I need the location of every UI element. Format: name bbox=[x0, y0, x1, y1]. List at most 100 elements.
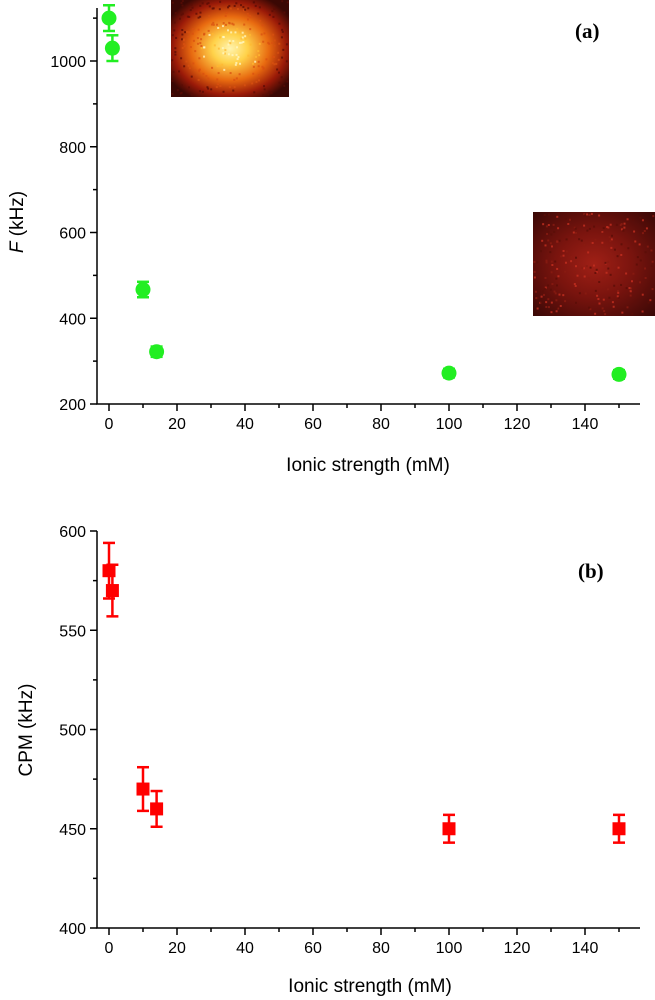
panel-b: 0 20 40 60 80 100 120 140 400 450 500 550 600 Ionic… bbox=[16, 524, 640, 997]
speckle bbox=[249, 43, 252, 46]
speckle bbox=[207, 2, 210, 5]
speckle bbox=[222, 22, 225, 25]
speckle bbox=[537, 296, 540, 299]
speckle bbox=[176, 89, 179, 92]
speckle bbox=[602, 227, 605, 230]
speckle bbox=[557, 275, 560, 278]
speckle bbox=[189, 46, 192, 49]
speckle bbox=[588, 306, 591, 309]
speckle bbox=[251, 82, 254, 85]
speckle bbox=[620, 223, 623, 226]
speckle bbox=[560, 255, 563, 258]
speckle bbox=[235, 2, 238, 5]
speckle bbox=[610, 234, 613, 237]
speckle bbox=[227, 29, 230, 32]
panel-b-x-tick-label: 100 bbox=[436, 940, 463, 957]
speckle bbox=[268, 13, 271, 16]
speckle bbox=[206, 2, 209, 5]
speckle bbox=[588, 214, 591, 217]
speckle bbox=[278, 22, 281, 25]
speckle bbox=[247, 7, 250, 10]
speckle bbox=[545, 259, 548, 262]
panel-a-x-tick-label: 100 bbox=[436, 416, 463, 433]
speckle bbox=[554, 260, 557, 263]
speckle bbox=[182, 43, 185, 46]
speckle bbox=[644, 251, 647, 254]
speckle bbox=[542, 223, 545, 226]
speckle bbox=[190, 3, 193, 6]
speckle bbox=[208, 15, 211, 18]
speckle bbox=[243, 23, 246, 26]
speckle bbox=[536, 261, 539, 264]
speckle bbox=[202, 46, 205, 49]
speckle bbox=[586, 213, 589, 216]
speckle bbox=[604, 313, 607, 316]
speckle bbox=[574, 227, 577, 230]
speckle bbox=[268, 42, 271, 45]
speckle bbox=[632, 272, 635, 275]
speckle bbox=[286, 1, 289, 4]
speckle bbox=[211, 32, 214, 35]
speckle bbox=[203, 55, 206, 58]
panel-a-x-tick-label: 40 bbox=[236, 416, 254, 433]
speckle bbox=[594, 312, 597, 315]
speckle bbox=[650, 249, 653, 252]
speckle bbox=[212, 7, 215, 10]
speckle bbox=[621, 311, 624, 314]
speckle bbox=[240, 37, 243, 40]
speckle bbox=[172, 70, 175, 73]
speckle bbox=[239, 62, 242, 65]
panel-a-x-axis-title: Ionic strength (mM) bbox=[286, 455, 450, 476]
speckle bbox=[583, 275, 586, 278]
speckle bbox=[595, 268, 598, 271]
speckle bbox=[639, 216, 642, 219]
marker-square bbox=[150, 802, 164, 816]
marker-square bbox=[612, 822, 626, 836]
speckle bbox=[570, 255, 573, 258]
speckle bbox=[222, 90, 225, 93]
panel-b-y-tick-label: 550 bbox=[59, 623, 86, 640]
speckle bbox=[202, 72, 205, 75]
speckle bbox=[228, 4, 231, 7]
speckle bbox=[626, 306, 629, 309]
speckle bbox=[225, 11, 228, 14]
speckle bbox=[555, 284, 558, 287]
speckle bbox=[221, 63, 224, 66]
speckle bbox=[632, 218, 635, 221]
data-point bbox=[612, 813, 626, 844]
speckle bbox=[644, 267, 647, 270]
speckle bbox=[174, 53, 177, 56]
speckle bbox=[273, 39, 276, 42]
speckle bbox=[597, 298, 600, 301]
speckle bbox=[268, 90, 271, 93]
speckle bbox=[630, 280, 633, 283]
speckle bbox=[212, 21, 215, 24]
speckle bbox=[625, 272, 628, 275]
panel-b-x-axis-title: Ionic strength (mM) bbox=[288, 976, 452, 997]
speckle bbox=[591, 241, 594, 244]
speckle bbox=[547, 213, 550, 216]
speckle bbox=[270, 91, 273, 94]
speckle bbox=[238, 73, 241, 76]
speckle bbox=[646, 245, 649, 248]
speckle bbox=[285, 60, 288, 63]
speckle bbox=[201, 2, 204, 5]
data-point bbox=[441, 365, 457, 381]
speckle bbox=[546, 232, 549, 235]
speckle bbox=[252, 1, 255, 4]
panel-b-y-axis-title: CPM (kHz) bbox=[16, 684, 37, 777]
speckle bbox=[278, 81, 281, 84]
speckle bbox=[221, 25, 224, 28]
speckle bbox=[575, 301, 578, 304]
speckle bbox=[613, 248, 616, 251]
speckle bbox=[207, 29, 210, 32]
speckle bbox=[171, 79, 174, 82]
speckle bbox=[551, 283, 554, 286]
speckle bbox=[187, 64, 190, 67]
speckle bbox=[173, 21, 176, 24]
speckle bbox=[254, 55, 257, 58]
speckle bbox=[228, 66, 231, 69]
speckle bbox=[625, 287, 628, 290]
speckle bbox=[180, 13, 183, 16]
speckle bbox=[592, 264, 595, 267]
